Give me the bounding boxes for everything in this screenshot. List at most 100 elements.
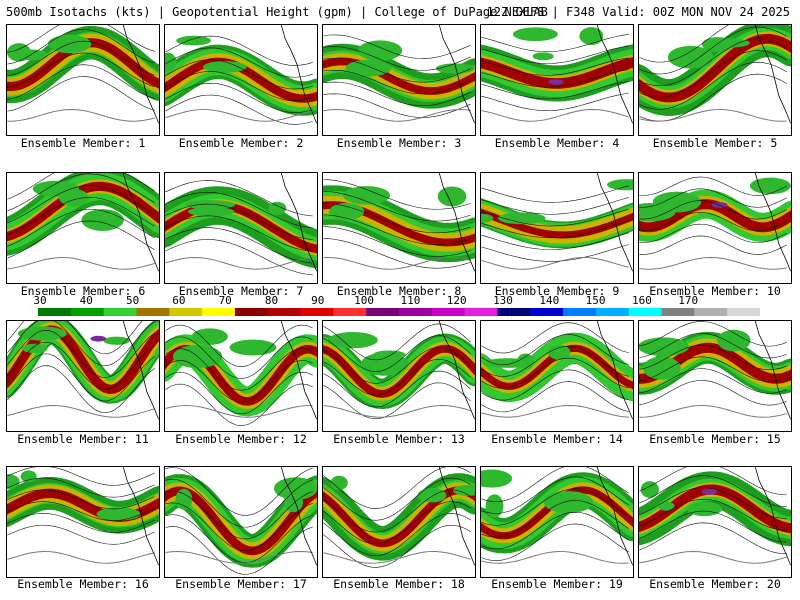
ensemble-member-label: Ensemble Member: 2 bbox=[178, 136, 304, 150]
colorbar-tick-label: 60 bbox=[172, 294, 186, 307]
colorbar-tick-label: 120 bbox=[446, 294, 467, 307]
colorbar-swatch bbox=[694, 308, 728, 316]
colorbar-tick-label: 110 bbox=[400, 294, 421, 307]
colorbar-swatch bbox=[300, 308, 334, 316]
colorbar-tick-label: 160 bbox=[631, 294, 652, 307]
ensemble-map-image bbox=[323, 173, 475, 272]
ensemble-member-label: Ensemble Member: 8 bbox=[336, 284, 462, 298]
colorbar-swatch bbox=[431, 308, 466, 316]
ensemble-member-label: Ensemble Member: 5 bbox=[652, 136, 778, 150]
colorbar-tick-label: 170 bbox=[678, 294, 699, 307]
colorbar-strip bbox=[38, 308, 760, 316]
ensemble-member-label: Ensemble Member: 4 bbox=[494, 136, 620, 150]
ensemble-member-label: Ensemble Member: 3 bbox=[336, 136, 462, 150]
ensemble-member-label: Ensemble Member: 14 bbox=[491, 432, 623, 446]
ensemble-map-image bbox=[481, 25, 633, 124]
ensemble-map-image bbox=[323, 467, 475, 568]
colorbar-swatch bbox=[234, 308, 269, 316]
ensemble-member-label: Ensemble Member: 13 bbox=[333, 432, 465, 446]
ensemble-map-panel bbox=[322, 320, 476, 432]
ensemble-map-image bbox=[639, 173, 791, 272]
colorbar-tick-label: 140 bbox=[539, 294, 560, 307]
colorbar-swatch bbox=[530, 308, 564, 316]
map-header: 500mb Isotachs (kts) | Geopotential Heig… bbox=[0, 0, 800, 22]
ensemble-member-label: Ensemble Member: 6 bbox=[20, 284, 146, 298]
colorbar-tick-label: 130 bbox=[493, 294, 513, 307]
colorbar-swatch bbox=[628, 308, 663, 316]
ensemble-member-label: Ensemble Member: 1 bbox=[20, 136, 146, 150]
ensemble-map-panel bbox=[480, 172, 634, 284]
colorbar-swatch bbox=[70, 308, 105, 316]
ensemble-map-panel bbox=[638, 320, 792, 432]
ensemble-map-panel bbox=[164, 466, 318, 578]
colorbar-swatch bbox=[136, 308, 170, 316]
ensemble-map-image bbox=[165, 173, 317, 276]
ensemble-map-panel bbox=[6, 24, 160, 136]
ensemble-map-image bbox=[639, 321, 791, 420]
ensemble-member-label: Ensemble Member: 19 bbox=[491, 577, 623, 591]
colorbar-swatch bbox=[399, 308, 433, 316]
ensemble-map-image bbox=[165, 321, 317, 426]
ensemble-map-image bbox=[7, 321, 159, 420]
ensemble-member-label: Ensemble Member: 16 bbox=[17, 577, 149, 591]
colorbar-tick-label: 70 bbox=[218, 294, 232, 307]
ensemble-map-panel bbox=[164, 320, 318, 432]
colorbar-swatch bbox=[464, 308, 498, 316]
ensemble-map-panel bbox=[638, 466, 792, 578]
ensemble-member-label: Ensemble Member: 20 bbox=[649, 577, 781, 591]
ensemble-map-image bbox=[165, 25, 317, 125]
colorbar-swatch bbox=[267, 308, 302, 316]
colorbar-swatch bbox=[595, 308, 630, 316]
ensemble-member-label: Ensemble Member: 7 bbox=[178, 284, 304, 298]
ensemble-member-label: Ensemble Member: 17 bbox=[175, 577, 307, 591]
colorbar-swatch bbox=[497, 308, 531, 316]
ensemble-member-label: Ensemble Member: 15 bbox=[649, 432, 781, 446]
ensemble-map-image bbox=[481, 321, 633, 420]
ensemble-map-image bbox=[639, 467, 791, 566]
ensemble-map-image bbox=[165, 467, 317, 575]
ensemble-map-panel bbox=[638, 24, 792, 136]
colorbar-swatch bbox=[333, 308, 367, 316]
ensemble-map-panel bbox=[322, 24, 476, 136]
colorbar-swatch bbox=[202, 308, 236, 316]
colorbar-tick-label: 150 bbox=[585, 294, 606, 307]
colorbar-swatch bbox=[366, 308, 400, 316]
ensemble-map-panel bbox=[6, 320, 160, 432]
header-valid-time: 12Z GEFS | F348 Valid: 00Z MON NOV 24 20… bbox=[486, 5, 790, 19]
ensemble-map-image bbox=[323, 321, 475, 420]
ensemble-member-label: Ensemble Member: 10 bbox=[649, 284, 781, 298]
colorbar-tick-label: 80 bbox=[264, 294, 279, 307]
ensemble-map-panel bbox=[638, 172, 792, 284]
colorbar-swatch bbox=[563, 308, 597, 316]
ensemble-map-panel bbox=[322, 466, 476, 578]
colorbar-tick-label: 90 bbox=[311, 294, 325, 307]
colorbar-swatch bbox=[661, 308, 695, 316]
colorbar-ticks: 30 40 50 60 70 80 90 100 110 120 130 140 150 160 170 bbox=[0, 294, 800, 307]
ensemble-map-panel bbox=[164, 24, 318, 136]
ensemble-map-image bbox=[481, 173, 633, 272]
ensemble-member-label: Ensemble Member: 18 bbox=[333, 577, 465, 591]
colorbar-tick-label: 40 bbox=[79, 294, 93, 307]
ensemble-map-image bbox=[481, 467, 633, 566]
colorbar: 30 40 50 60 70 80 90 100 110 120 130 140 150 160 170 bbox=[0, 294, 800, 320]
ensemble-map-panel bbox=[480, 320, 634, 432]
colorbar-swatch bbox=[103, 308, 137, 316]
colorbar-swatch bbox=[169, 308, 203, 316]
colorbar-swatch bbox=[727, 308, 760, 316]
ensemble-map-panel bbox=[480, 466, 634, 578]
ensemble-map-panel bbox=[6, 172, 160, 284]
ensemble-member-label: Ensemble Member: 12 bbox=[175, 432, 307, 446]
colorbar-tick-label: 100 bbox=[354, 294, 375, 307]
ensemble-map-panel bbox=[322, 172, 476, 284]
ensemble-map-image bbox=[323, 25, 475, 124]
colorbar-tick-label: 30 bbox=[33, 294, 47, 307]
colorbar-tick-label: 50 bbox=[125, 294, 140, 307]
ensemble-map-image bbox=[7, 173, 159, 272]
ensemble-map-image bbox=[639, 25, 791, 124]
ensemble-map-panel bbox=[6, 466, 160, 578]
ensemble-map-image bbox=[7, 467, 159, 566]
ensemble-member-label: Ensemble Member: 9 bbox=[494, 284, 620, 298]
header-title: 500mb Isotachs (kts) | Geopotential Heig… bbox=[6, 5, 548, 19]
ensemble-map-panel bbox=[164, 172, 318, 284]
colorbar-swatch bbox=[38, 308, 72, 316]
